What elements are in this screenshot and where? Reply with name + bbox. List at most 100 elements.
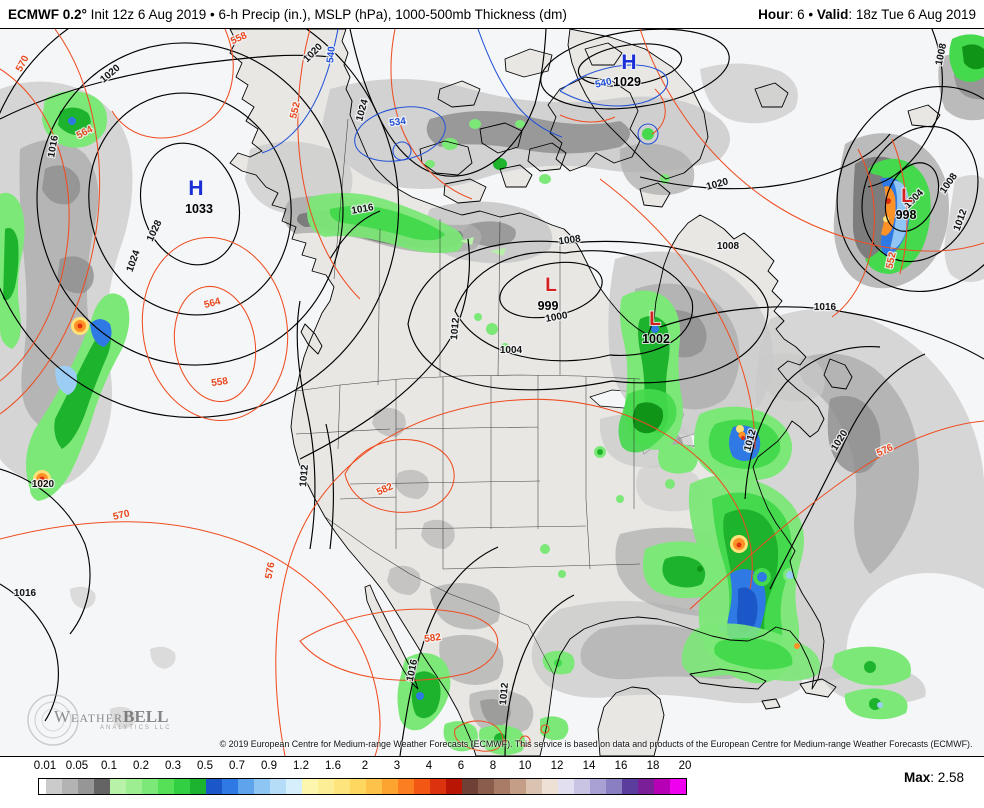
weatherbell-watermark: WeatherBELL ANALYTICS LLC	[24, 691, 174, 751]
low-center-letter: L	[901, 186, 913, 207]
legend-tick-label: 0.3	[165, 760, 181, 772]
contour-label: 1020	[98, 62, 122, 85]
legend-color-cell	[670, 779, 686, 794]
contour-label: 1012	[498, 682, 511, 706]
legend-color-cell	[254, 779, 270, 794]
legend-color-cell	[478, 779, 494, 794]
legend-color-cell	[302, 779, 318, 794]
high-center-letter: H	[188, 177, 203, 200]
legend-color-cell	[382, 779, 398, 794]
copyright-text: © 2019 European Centre for Medium-range …	[219, 739, 973, 749]
legend-tick-label: 12	[550, 760, 564, 772]
legend-color-cell	[158, 779, 174, 794]
hour-value: : 6 •	[789, 6, 817, 22]
legend-color-cell	[238, 779, 254, 794]
pressure-center-value: 1033	[185, 202, 213, 216]
legend-color-cell	[350, 779, 366, 794]
contour-label: 1000	[545, 310, 569, 325]
legend-color-cell	[462, 779, 478, 794]
valid-time: Hour: 6 • Valid: 18z Tue 6 Aug 2019	[758, 7, 976, 22]
legend-tick-label: 8	[489, 760, 497, 772]
legend-color-cell	[446, 779, 462, 794]
contour-label: 540	[325, 45, 338, 63]
legend-colorbar	[38, 778, 687, 795]
max-value-label: Max: 2.58	[903, 770, 964, 785]
legend-color-cell	[206, 779, 222, 794]
watermark-subtitle: ANALYTICS LLC	[100, 725, 172, 731]
legend-color-cell	[510, 779, 526, 794]
valid-label: Valid	[816, 6, 849, 22]
low-center-letter: L	[545, 275, 557, 296]
legend-color-cell	[318, 779, 334, 794]
legend-tick-label: 0.9	[261, 760, 277, 772]
legend-color-cell	[414, 779, 430, 794]
contour-label: 1020	[705, 176, 730, 192]
legend-tick-label: 0.7	[229, 760, 245, 772]
header-bar: ECMWF 0.2° Init 12z 6 Aug 2019 • 6-h Pre…	[0, 0, 984, 29]
thickness-warm-contours	[0, 29, 984, 756]
contour-label: 1016	[814, 302, 837, 313]
high-center-letter: H	[621, 51, 636, 74]
map-image: 1016 1020 1028 1024 1020 1016 1024 1016 1012 1000…	[0, 29, 984, 756]
legend-color-cell	[542, 779, 558, 794]
model-name: ECMWF 0.2°	[8, 6, 87, 22]
map-title: ECMWF 0.2° Init 12z 6 Aug 2019 • 6-h Pre…	[8, 7, 567, 22]
legend-color-cell	[222, 779, 238, 794]
legend-color-cell	[126, 779, 142, 794]
watermark-text: WeatherBELL ANALYTICS LLC	[54, 707, 172, 731]
legend-color-cell	[78, 779, 94, 794]
legend-color-cell	[398, 779, 414, 794]
legend-color-cell	[574, 779, 590, 794]
legend-color-cell	[494, 779, 510, 794]
legend-tick-label: 2	[361, 760, 369, 772]
legend-color-cell	[590, 779, 606, 794]
legend-tick-label: 14	[582, 760, 596, 772]
pressure-center-value: 998	[896, 208, 917, 222]
legend-color-cell	[270, 779, 286, 794]
precip-green-layer	[0, 34, 984, 755]
legend-tick-label: 6	[457, 760, 465, 772]
legend-color-cell	[606, 779, 622, 794]
legend-color-cell	[110, 779, 126, 794]
thickness-cold-contours	[261, 29, 669, 162]
contour-label: 570	[112, 508, 131, 523]
legend-tick-label: 4	[425, 760, 433, 772]
legend-color-cell	[46, 779, 62, 794]
weatherbell-logo-icon	[27, 694, 79, 746]
contour-label: 552	[884, 251, 898, 270]
contour-label: 1016	[46, 134, 61, 158]
legend-color-cell	[430, 779, 446, 794]
legend-color-cell	[366, 779, 382, 794]
contour-label: 1024	[125, 248, 143, 273]
legend-tick-label: 0.05	[65, 760, 89, 772]
title-rest: Init 12z 6 Aug 2019 • 6-h Precip (in.), …	[86, 6, 567, 22]
legend-color-cell	[39, 779, 46, 794]
contour-label: 1028	[145, 218, 165, 243]
legend-tick-label: 16	[614, 760, 628, 772]
low-center-letter: L	[649, 309, 661, 330]
legend-color-cell	[286, 779, 302, 794]
contour-label: 1020	[32, 479, 55, 490]
legend-tick-label: 0.1	[101, 760, 117, 772]
contour-label: 1008	[558, 233, 582, 247]
legend-color-cell	[62, 779, 78, 794]
legend-color-cell	[190, 779, 206, 794]
contour-label: 552	[288, 101, 303, 120]
pressure-center-value: 1002	[642, 332, 670, 346]
legend-tick-label: 1.2	[293, 760, 309, 772]
legend-tick-label: 1.6	[325, 760, 341, 772]
legend-color-cell	[526, 779, 542, 794]
pressure-center-value: 999	[538, 299, 559, 313]
legend-color-cell	[174, 779, 190, 794]
contour-label: 540	[594, 76, 613, 90]
legend-tick-label: 0.2	[133, 760, 149, 772]
legend-tick-label: 3	[393, 760, 401, 772]
contour-label: 1008	[717, 241, 740, 252]
legend-tick-label: 20	[678, 760, 692, 772]
legend-color-cell	[94, 779, 110, 794]
legend-tick-label: 10	[518, 760, 532, 772]
contour-label: 1004	[500, 345, 523, 356]
contour-label: 1012	[449, 317, 462, 341]
